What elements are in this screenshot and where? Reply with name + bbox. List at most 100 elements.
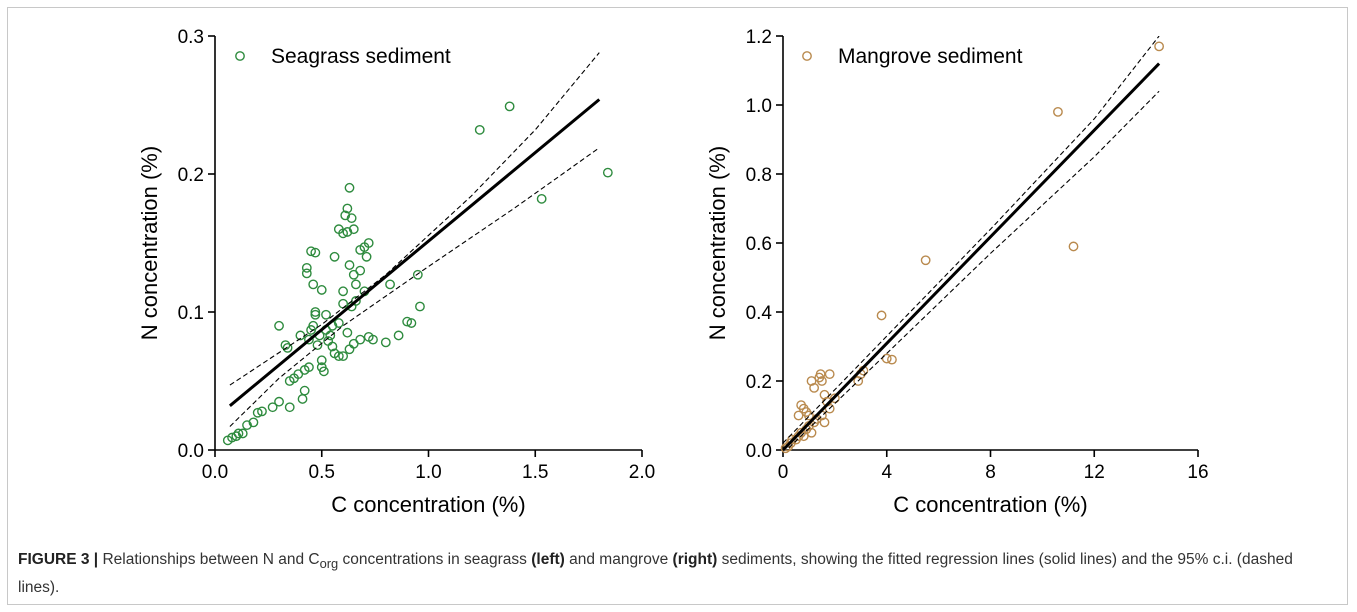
seagrass-data-point — [338, 228, 348, 239]
seagrass-x-tick-label: 0.0 — [202, 462, 228, 483]
seagrass-y-tick-label: 0.2 — [178, 165, 204, 186]
seagrass-data-point — [361, 251, 372, 262]
seagrass-data-point — [252, 407, 263, 418]
mangrove-data-point — [796, 400, 807, 411]
mangrove-data-point — [817, 376, 827, 386]
figure-charts: 0.0 0.5 1.0 1.5 2.0 0.0 0.1 0.2 0.3 C concentrati… — [137, 27, 1209, 517]
seagrass-data-point — [536, 193, 547, 204]
seagrass-data-point — [346, 213, 357, 224]
mangrove-data-point — [793, 410, 804, 421]
caption-text-1: Relationships between N and C — [98, 551, 320, 568]
mangrove-data-point — [804, 410, 814, 421]
seagrass-x-tick-label: 1.5 — [522, 462, 548, 483]
seagrass-data-point — [325, 330, 336, 341]
seagrass-data-point — [242, 420, 252, 431]
mangrove-y-axis-title: N concentration (%) — [705, 146, 730, 340]
seagrass-legend-marker — [235, 51, 245, 61]
caption-subscript: org — [319, 556, 339, 572]
mangrove-y-tick-label: 0.6 — [746, 234, 772, 255]
mangrove-y-tick-label: 1.2 — [746, 27, 772, 48]
seagrass-x-tick-label: 2.0 — [629, 462, 655, 483]
mangrove-data-point — [809, 382, 820, 393]
caption-text-4: sediments, showing the fitted regression… — [18, 551, 1293, 597]
seagrass-data-point — [333, 351, 344, 362]
seagrass-data-point — [344, 260, 355, 270]
seagrass-data-point — [274, 320, 284, 331]
seagrass-data-point — [338, 298, 348, 309]
caption-figure-label: FIGURE 3 | — [18, 551, 99, 568]
seagrass-data-point — [342, 203, 353, 214]
mangrove-y-tick-label: 0.0 — [746, 441, 772, 462]
seagrass-data-point — [233, 428, 244, 439]
seagrass-x-tick-label: 0.5 — [309, 462, 335, 483]
mangrove-data-point — [824, 403, 835, 414]
mangrove-ci-upper-line — [783, 36, 1160, 444]
seagrass-data-point — [310, 247, 321, 258]
seagrass-data-point — [329, 251, 340, 262]
mangrove-y-tick-label: 0.8 — [746, 165, 772, 186]
mangrove-data-point — [876, 310, 887, 321]
mangrove-x-tick-label: 0 — [778, 462, 789, 483]
mangrove-x-tick-label: 4 — [881, 462, 892, 483]
mangrove-y-tick-label: 0.4 — [746, 303, 773, 324]
mangrove-data-point — [829, 393, 840, 404]
seagrass-data-point — [344, 344, 355, 355]
seagrass-data-point — [393, 330, 404, 341]
seagrass-data-point — [304, 334, 314, 345]
seagrass-data-point — [333, 318, 344, 328]
mangrove-data-point — [881, 353, 892, 364]
seagrass-data-point — [237, 428, 248, 439]
seagrass-data-point — [299, 385, 310, 396]
mangrove-legend-label: Mangrove sediment — [838, 45, 1023, 68]
seagrass-data-point — [412, 269, 423, 280]
seagrass-data-point — [355, 334, 366, 345]
mangrove-ci-lower-line — [785, 90, 1160, 450]
mangrove-data-point — [920, 255, 931, 266]
seagrass-legend-label: Seagrass sediment — [271, 45, 451, 68]
mangrove-data-point — [1068, 241, 1079, 252]
seagrass-ci-upper-line — [229, 52, 600, 386]
seagrass-data-point — [406, 318, 417, 328]
seagrass-data-point — [321, 309, 331, 320]
seagrass-y-tick-label: 0.0 — [178, 441, 204, 462]
mangrove-y-tick-label: 1.0 — [746, 96, 772, 117]
seagrass-data-point — [363, 238, 374, 248]
seagrass-data-point — [301, 262, 312, 273]
mangrove-x-tick-label: 16 — [1187, 462, 1208, 483]
seagrass-data-point — [282, 342, 293, 353]
seagrass-x-axis-title: C concentration (%) — [331, 492, 525, 517]
seagrass-data-point — [308, 279, 319, 290]
seagrass-data-point — [312, 340, 323, 351]
seagrass-data-point — [267, 402, 278, 413]
mangrove-regression-line — [783, 62, 1161, 450]
seagrass-data-point — [297, 394, 308, 404]
seagrass-data-point — [344, 182, 355, 193]
seagrass-data-point — [301, 268, 312, 279]
seagrass-data-point — [257, 406, 267, 417]
mangrove-data-point — [1154, 41, 1164, 52]
mangrove-x-tick-label: 8 — [985, 462, 996, 483]
seagrass-data-point — [274, 396, 284, 407]
seagrass-data-point — [342, 227, 353, 237]
seagrass-data-point — [316, 355, 327, 366]
mangrove-y-tick-label: 0.2 — [746, 372, 772, 393]
seagrass-data-point — [504, 101, 515, 112]
seagrass-data-point — [316, 285, 327, 295]
seagrass-data-point — [402, 316, 413, 327]
seagrass-data-point — [380, 337, 391, 348]
seagrass-data-point — [415, 301, 425, 312]
mangrove-data-point — [824, 369, 835, 379]
seagrass-data-point — [348, 224, 359, 235]
mangrove-data-point — [1053, 107, 1063, 117]
seagrass-regression-line — [228, 98, 601, 407]
seagrass-data-point — [368, 334, 378, 345]
caption-bold-left: (left) — [531, 551, 565, 568]
mangrove-x-tick-label: 12 — [1084, 462, 1105, 483]
mangrove-x-axis-title: C concentration (%) — [893, 492, 1087, 517]
mangrove-data-point — [887, 354, 897, 365]
figure-frame — [7, 7, 1348, 605]
mangrove-data-point — [819, 417, 830, 428]
seagrass-y-tick-label: 0.3 — [178, 27, 204, 48]
seagrass-data-point — [342, 327, 353, 338]
seagrass-y-axis-title: N concentration (%) — [137, 146, 162, 340]
